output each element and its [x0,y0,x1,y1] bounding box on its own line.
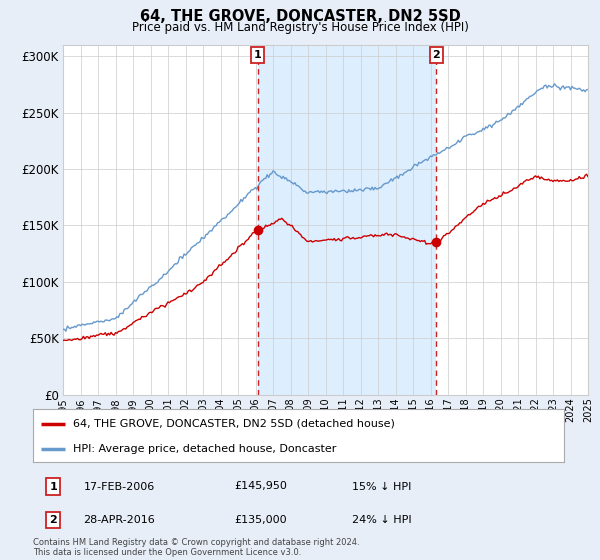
Text: 64, THE GROVE, DONCASTER, DN2 5SD (detached house): 64, THE GROVE, DONCASTER, DN2 5SD (detac… [73,419,395,429]
Text: £135,000: £135,000 [235,515,287,525]
Bar [257,45,436,395]
Text: £145,950: £145,950 [235,482,287,492]
Text: 64, THE GROVE, DONCASTER, DN2 5SD: 64, THE GROVE, DONCASTER, DN2 5SD [140,9,460,24]
Text: 15% ↓ HPI: 15% ↓ HPI [352,482,411,492]
Text: Price paid vs. HM Land Registry's House Price Index (HPI): Price paid vs. HM Land Registry's House … [131,21,469,34]
Text: HPI: Average price, detached house, Doncaster: HPI: Average price, detached house, Donc… [73,444,336,454]
Text: 24% ↓ HPI: 24% ↓ HPI [352,515,411,525]
Text: 2: 2 [49,515,57,525]
Text: Contains HM Land Registry data © Crown copyright and database right 2024.
This d: Contains HM Land Registry data © Crown c… [33,538,359,557]
Text: 1: 1 [254,50,262,60]
Text: 1: 1 [49,482,57,492]
Text: 17-FEB-2006: 17-FEB-2006 [83,482,155,492]
Text: 28-APR-2016: 28-APR-2016 [83,515,155,525]
Text: 2: 2 [433,50,440,60]
